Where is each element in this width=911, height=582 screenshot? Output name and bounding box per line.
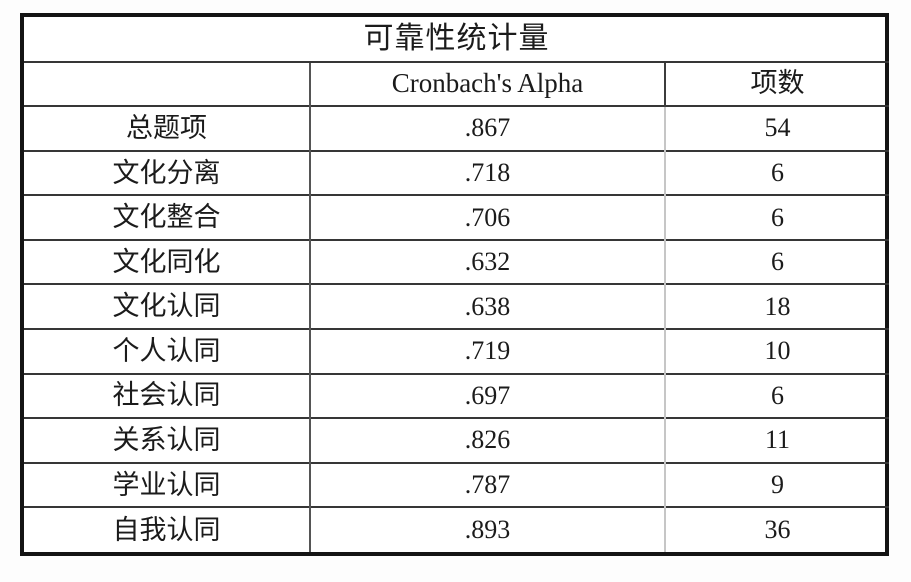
- item-count-cell: 6: [664, 238, 889, 285]
- item-count-cell: 10: [664, 328, 889, 374]
- alpha-value-cell: .697: [309, 372, 665, 419]
- alpha-value-cell: .638: [309, 283, 665, 330]
- row-label-cell: 学业认同: [24, 461, 310, 508]
- alpha-value-cell: .718: [309, 149, 665, 196]
- alpha-value-cell: .632: [309, 238, 665, 285]
- table-row: 学业认同 .787 9: [24, 461, 889, 508]
- item-count-cell: 6: [664, 372, 889, 419]
- item-count-cell: 9: [664, 461, 889, 508]
- reliability-statistics-table: 可靠性统计量 Cronbach's Alpha 项数 总题项 .867 54 文…: [24, 17, 889, 552]
- row-label-cell: 社会认同: [24, 372, 310, 419]
- table-row: 社会认同 .697 6: [24, 372, 889, 419]
- item-count-cell: 6: [664, 194, 889, 240]
- table-row: 个人认同 .719 10: [24, 328, 889, 374]
- row-label-cell: 文化整合: [24, 194, 310, 240]
- item-count-cell: 36: [664, 506, 889, 552]
- reliability-statistics-table-frame: 可靠性统计量 Cronbach's Alpha 项数 总题项 .867 54 文…: [20, 13, 889, 556]
- row-label-cell: 文化同化: [24, 238, 310, 285]
- table-row: 文化同化 .632 6: [24, 238, 889, 285]
- column-header-empty: [24, 60, 310, 107]
- item-count-cell: 11: [664, 417, 889, 463]
- alpha-value-cell: .893: [309, 506, 665, 552]
- table-title-row: 可靠性统计量: [24, 17, 889, 62]
- table-row: 文化整合 .706 6: [24, 194, 889, 240]
- row-label-cell: 关系认同: [24, 417, 310, 463]
- item-count-cell: 54: [664, 105, 889, 151]
- item-count-cell: 18: [664, 283, 889, 330]
- alpha-value-cell: .706: [309, 194, 665, 240]
- item-count-cell: 6: [664, 149, 889, 196]
- column-header-item-count: 项数: [664, 60, 889, 107]
- row-label-cell: 总题项: [24, 105, 310, 151]
- alpha-value-cell: .867: [309, 105, 665, 151]
- column-header-cronbach-alpha: Cronbach's Alpha: [309, 60, 665, 107]
- row-label-cell: 文化认同: [24, 283, 310, 330]
- alpha-value-cell: .787: [309, 461, 665, 508]
- table-row: 总题项 .867 54: [24, 105, 889, 151]
- alpha-value-cell: .826: [309, 417, 665, 463]
- table-title: 可靠性统计量: [363, 21, 550, 55]
- row-label-cell: 个人认同: [24, 328, 310, 374]
- table-row: 关系认同 .826 11: [24, 417, 889, 463]
- row-label-cell: 文化分离: [24, 149, 310, 196]
- table-header-row: Cronbach's Alpha 项数: [24, 60, 889, 107]
- table-row: 文化分离 .718 6: [24, 149, 889, 196]
- alpha-value-cell: .719: [309, 328, 665, 374]
- table-row: 文化认同 .638 18: [24, 283, 889, 330]
- table-row: 自我认同 .893 36: [24, 506, 889, 552]
- row-label-cell: 自我认同: [24, 506, 310, 552]
